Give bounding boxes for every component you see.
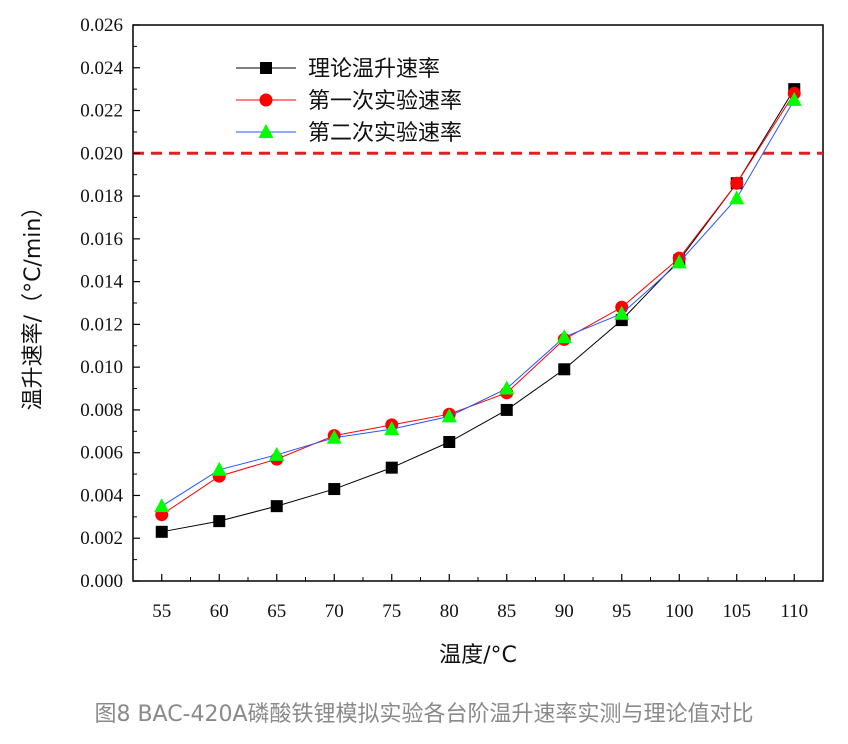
y-tick-label: 0.022 [80,101,123,122]
legend-item: 第一次实验速率 [236,89,462,114]
legend-item: 第二次实验速率 [236,121,462,146]
data-point [155,525,168,538]
x-tick-label: 80 [440,601,459,622]
data-point [326,429,342,444]
y-tick-label: 0.004 [80,485,123,506]
x-tick-label: 95 [612,601,631,622]
series-layer [154,83,802,538]
x-axis-ticks: 55 60 65 70 75 80 85 90 95 100 105 110 [132,574,824,622]
legend-label: 第二次实验速率 [308,121,462,146]
legend-marker [260,62,272,74]
y-tick-label: 0.006 [80,443,123,464]
chart: 0.000 0.002 0.004 0.006 0.008 0.010 0.012 0.014… [21,15,824,668]
y-tick-label: 0.008 [80,400,123,421]
data-point [154,498,170,513]
series-line [161,99,795,507]
data-point [211,461,227,476]
data-point [730,176,744,190]
legend-item: 理论温升速率 [236,57,440,82]
x-tick-label: 85 [497,601,516,622]
data-point [269,446,285,461]
data-point [500,403,513,416]
y-tick-label: 0.026 [80,15,123,36]
plot-frame [132,24,824,582]
figure-caption: 图8 BAC-420A磷酸铁锂模拟实验各台阶温升速率实测与理论值对比 [94,702,754,727]
x-tick-label: 60 [210,601,229,622]
legend-marker [259,93,273,107]
x-axis-label: 温度/°C [439,643,517,668]
data-point [328,483,341,496]
y-axis-label: 温升速率/（°C/min） [21,196,46,411]
y-tick-label: 0.012 [80,314,123,335]
data-point [270,500,283,513]
data-point [729,190,745,205]
legend-label: 第一次实验速率 [308,89,462,114]
y-tick-label: 0.014 [80,272,123,293]
x-tick-label: 110 [780,601,808,622]
x-tick-label: 55 [152,601,171,622]
data-point [671,254,687,269]
y-tick-label: 0.018 [80,186,123,207]
data-point [213,515,226,528]
series-3 [154,91,802,513]
y-tick-label: 0.016 [80,229,123,250]
data-point [499,380,515,395]
data-point [614,305,630,320]
y-axis-ticks: 0.000 0.002 0.004 0.006 0.008 0.010 0.012 0.014… [80,15,140,592]
x-tick-label: 90 [555,601,574,622]
y-tick-label: 0.020 [80,143,123,164]
y-tick-label: 0.000 [80,571,123,592]
y-tick-label: 0.024 [80,58,123,79]
data-point [443,436,456,448]
x-tick-label: 65 [267,601,286,622]
x-tick-label: 100 [665,601,694,622]
legend-label: 理论温升速率 [308,57,440,82]
data-point [558,363,571,376]
legend-marker [258,124,274,138]
y-tick-label: 0.002 [80,528,123,549]
data-point [556,329,572,344]
series-1 [155,83,801,538]
y-tick-label: 0.010 [80,357,123,378]
data-point [441,408,457,423]
series-line [161,93,795,516]
series-line [161,88,795,533]
x-tick-label: 70 [325,601,344,622]
x-tick-label: 105 [723,601,752,622]
data-point [385,461,398,474]
data-point [384,421,400,436]
x-tick-label: 75 [382,601,401,622]
data-point [786,91,802,106]
plot-border [132,24,824,582]
